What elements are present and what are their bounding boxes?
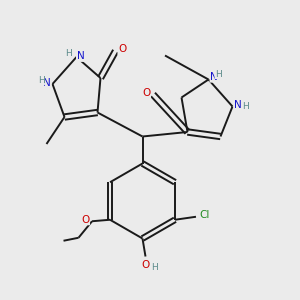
- Text: H: H: [215, 70, 222, 79]
- Text: H: H: [38, 76, 44, 85]
- Text: Cl: Cl: [199, 210, 210, 220]
- Text: H: H: [242, 102, 248, 111]
- Text: N: N: [43, 77, 51, 88]
- Text: N: N: [76, 51, 84, 62]
- Text: O: O: [118, 44, 126, 55]
- Text: N: N: [210, 72, 218, 82]
- Text: N: N: [234, 100, 242, 110]
- Text: O: O: [81, 215, 89, 225]
- Text: O: O: [141, 260, 150, 270]
- Text: H: H: [151, 262, 158, 272]
- Text: H: H: [65, 49, 71, 58]
- Text: O: O: [142, 88, 151, 98]
